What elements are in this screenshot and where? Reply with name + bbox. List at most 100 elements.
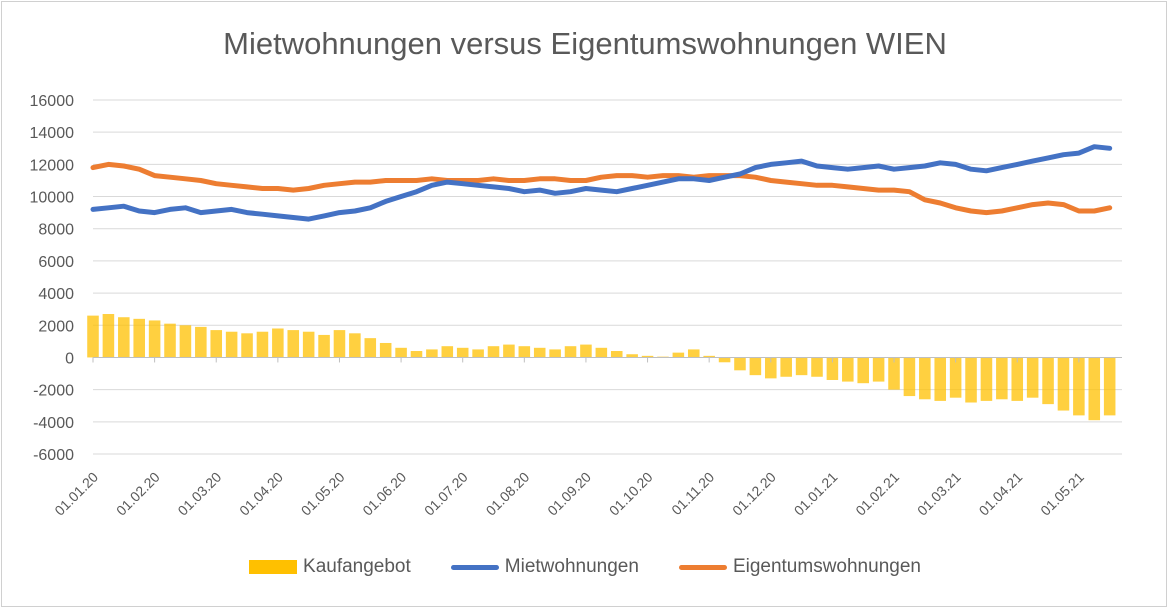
kaufangebot-bar [256,331,269,358]
legend-label-kaufangebot: Kaufangebot [303,556,411,577]
kaufangebot-bar [272,328,284,358]
kaufangebot-bar [672,352,685,358]
x-tick-label: 01.04.20 [236,469,286,519]
x-tick-label: 01.06.20 [359,469,409,519]
x-tick-label: 01.07.20 [421,469,471,519]
kaufangebot-bar [734,357,746,371]
x-tick-label: 01.05.20 [298,469,348,519]
kaufangebot-bar [533,347,546,358]
kaufangebot-bar [780,357,792,377]
kaufangebot-bar [1103,357,1116,416]
y-tick-label: -2000 [33,383,74,400]
eigentumswohnungen-line [90,161,1113,216]
legend-item-eigentumswohnungen: Eigentumswohnungen [678,556,921,578]
kaufangebot-bar [148,320,161,358]
kaufangebot-bar [503,344,515,358]
kaufangebot-bar [302,331,315,358]
kaufangebot-bar [410,351,423,358]
kaufangebot-bar [118,317,130,358]
mietwohnungen-swatch [450,564,499,570]
kaufangebot-bar [241,333,253,358]
kaufangebot-bar [996,357,1008,400]
eigentumswohnungen-swatch [678,564,727,570]
kaufangebot-bar [965,357,977,403]
x-tick-label: 01.09.20 [544,469,594,519]
kaufangebot-bar [703,355,715,358]
y-tick-label: 6000 [38,254,74,271]
kaufangebot-bars [87,314,1116,421]
kaufangebot-bar [765,357,777,379]
kaufangebot-bar [287,330,300,358]
kaufangebot-bar [718,357,731,363]
kaufangebot-bar [872,357,885,382]
kaufangebot-bar [487,346,500,358]
kaufangebot-bar [888,357,900,390]
kaufangebot-bar [426,349,438,358]
kaufangebot-bar [179,325,192,358]
x-tick-label: 01.01.20 [51,469,101,519]
kaufangebot-bar [1088,357,1101,421]
kaufangebot-bar [564,346,577,358]
y-tick-label: 2000 [38,318,74,335]
x-tick-label: 01.08.20 [483,469,533,519]
y-tick-label: 12000 [30,157,75,174]
x-tick-label: 01.03.20 [175,469,225,519]
kaufangebot-bar [934,357,947,401]
legend: Kaufangebot Mietwohnungen Eigentumswohnu… [0,556,1170,578]
kaufangebot-bar [980,357,993,401]
kaufangebot-bar [1073,357,1085,416]
kaufangebot-bar [626,354,638,358]
kaufangebot-bar [580,344,592,358]
mietwohnungen-line [90,144,1113,222]
kaufangebot-bar [811,357,823,377]
legend-label-mietwohnungen: Mietwohnungen [504,556,639,577]
kaufangebot-bar [195,326,207,358]
x-tick-label: 01.04.21 [976,469,1026,519]
kaufangebot-bar [133,318,145,358]
kaufangebot-bar [441,346,454,358]
kaufangebot-bar [919,357,931,400]
kaufangebot-bar [795,357,808,376]
kaufangebot-bar [225,331,238,358]
x-tick-label: 01.01.21 [791,469,841,519]
legend-item-mietwohnungen: Mietwohnungen [450,556,639,578]
y-tick-label: 0 [65,350,74,367]
kaufangebot-bar [333,330,346,358]
kaufangebot-bar [842,357,854,382]
y-tick-label: 10000 [30,190,75,207]
legend-item-kaufangebot: Kaufangebot [249,556,411,578]
kaufangebot-bar [826,357,839,380]
x-tick-label: 01.11.20 [668,469,717,518]
y-tick-label: 4000 [38,286,74,303]
chart-title: Mietwohnungen versus Eigentumswohnungen … [223,26,947,61]
kaufangebot-bar [472,349,484,358]
kaufangebot-bar [549,349,561,358]
kaufangebot-bar [456,347,469,358]
kaufangebot-bar [1026,357,1039,398]
kaufangebot-bar [395,347,407,358]
x-tick-label: 01.12.20 [729,469,779,519]
series-lines [90,144,1113,222]
y-tick-label: 14000 [30,125,75,142]
y-tick-label: -6000 [33,447,74,464]
kaufangebot-bar [857,357,869,384]
legend-label-eigentumswohnungen: Eigentumswohnungen [732,556,921,577]
kaufangebot-bar [641,355,654,358]
kaufangebot-bar [903,357,916,397]
x-tick-label: 01.10.20 [606,469,656,519]
x-tick-label: 01.02.20 [113,469,163,519]
kaufangebot-bar [87,315,99,358]
x-tick-label: 01.02.21 [852,469,902,519]
kaufangebot-bar [1042,357,1054,405]
x-axis-tick-labels: 01.01.20 01.02.20 01.03.20 01.04.20 01.05.20… [51,469,1087,519]
kaufangebot-bar [164,323,176,358]
kaufangebot-bar [610,351,623,358]
kaufangebot-bar [595,347,608,358]
y-tick-label: -4000 [33,415,74,432]
kaufangebot-bar [102,314,115,358]
y-tick-label: 8000 [38,222,74,239]
kaufangebot-bar [1011,357,1024,401]
x-tick-label: 01.03.21 [914,469,964,519]
